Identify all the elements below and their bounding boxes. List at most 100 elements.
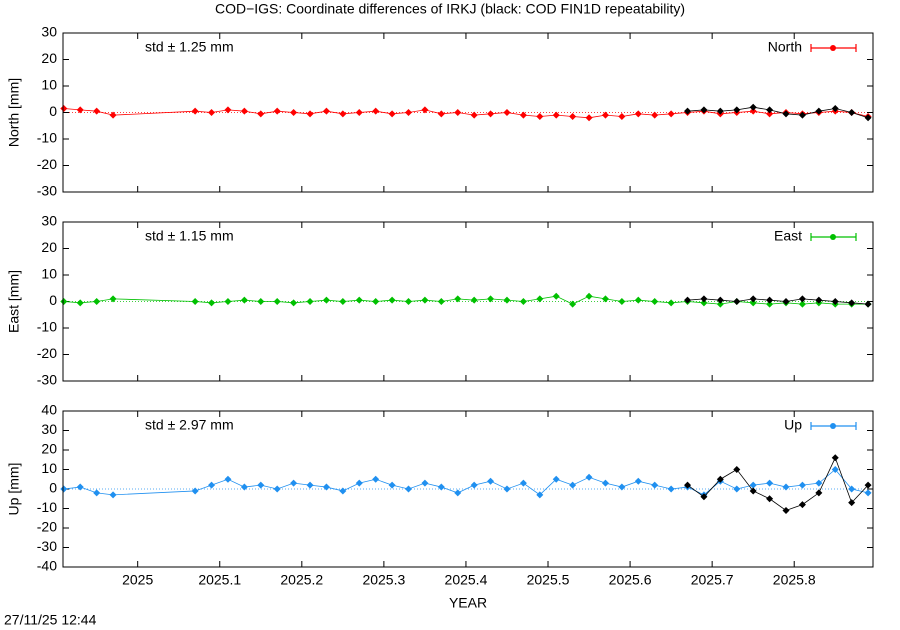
annotation: std ± 2.97 mm [145,417,234,433]
data-point [766,300,774,308]
series-line [63,468,869,496]
y-tick-label: 0 [49,480,57,496]
data-point [191,298,199,305]
data-point [651,481,659,489]
data-point [93,107,101,115]
data-point [60,298,68,305]
y-tick-label: -10 [37,130,57,146]
data-point [60,485,68,493]
x-tick-label: 2025.6 [609,572,652,588]
data-point [257,110,265,118]
data-point [322,483,330,491]
data-point [667,485,675,493]
data-point [684,107,692,115]
data-point [634,110,642,118]
data-point [831,298,839,305]
data-point [667,110,675,118]
data-point [585,292,593,300]
data-point [372,298,380,305]
data-point [569,112,577,120]
y-tick-label: 10 [41,460,57,476]
series-line [63,295,869,305]
data-point [618,483,626,491]
data-point [454,489,462,497]
data-point [798,501,806,509]
data-point [109,111,117,119]
y-tick-label: -10 [37,499,57,515]
data-point [700,299,708,307]
data-point [290,109,298,116]
data-point [503,109,511,116]
data-point [749,103,757,111]
data-point [306,481,314,489]
legend-marker [830,423,836,429]
annotation: std ± 1.15 mm [145,228,234,244]
data-point [848,109,856,116]
data-point [437,483,445,491]
data-point [388,296,396,304]
data-point [815,296,823,304]
y-tick-label: 30 [41,421,57,437]
annotation: std ± 1.25 mm [145,39,234,55]
data-point [733,466,741,473]
data-point [519,479,527,487]
data-point [421,106,429,114]
data-point [618,298,626,305]
data-point [634,296,642,304]
data-point [60,105,68,113]
data-point [569,481,577,489]
data-point [208,109,216,116]
data-point [405,109,413,116]
x-tick-label: 2025.2 [280,572,323,588]
x-tick-label: 2025.5 [527,572,570,588]
data-point [766,106,774,114]
data-point [798,481,806,489]
y-axis-label: East [mm] [6,270,22,333]
data-point [355,296,363,304]
data-point [388,481,396,489]
data-point [76,483,84,491]
data-point [487,477,495,485]
data-point [815,107,823,115]
legend-label: Up [784,417,802,433]
x-tick-label: 2025.1 [198,572,241,588]
data-point [782,506,790,514]
data-point [552,111,560,119]
data-point [585,473,593,481]
data-point [700,493,708,501]
data-point [864,300,872,308]
data-point [93,298,101,305]
y-tick-label: -20 [37,156,57,172]
plot-frame [62,32,874,193]
data-point [388,110,396,118]
y-tick-label: -30 [37,372,57,388]
data-point [782,483,790,491]
data-point [700,295,708,303]
data-point [716,107,724,115]
legend-label: East [774,228,802,244]
data-point [322,107,330,115]
data-point [470,111,478,119]
data-point [716,475,724,483]
data-point [831,105,839,113]
data-point [503,296,511,304]
data-point [405,485,413,493]
data-point [257,481,265,489]
data-point [339,110,347,118]
data-point [536,295,544,303]
y-tick-label: 10 [41,77,57,93]
y-tick-label: 0 [49,103,57,119]
data-point [454,295,462,303]
data-point [76,106,84,114]
data-point [273,485,281,493]
data-point [470,481,478,489]
legend-marker [830,234,836,240]
y-tick-label: -20 [37,345,57,361]
data-point [536,112,544,120]
data-point [864,489,872,497]
y-tick-label: 40 [41,402,57,418]
data-point [273,107,281,115]
data-point [306,298,314,305]
data-point [766,495,774,503]
data-point [109,295,117,303]
